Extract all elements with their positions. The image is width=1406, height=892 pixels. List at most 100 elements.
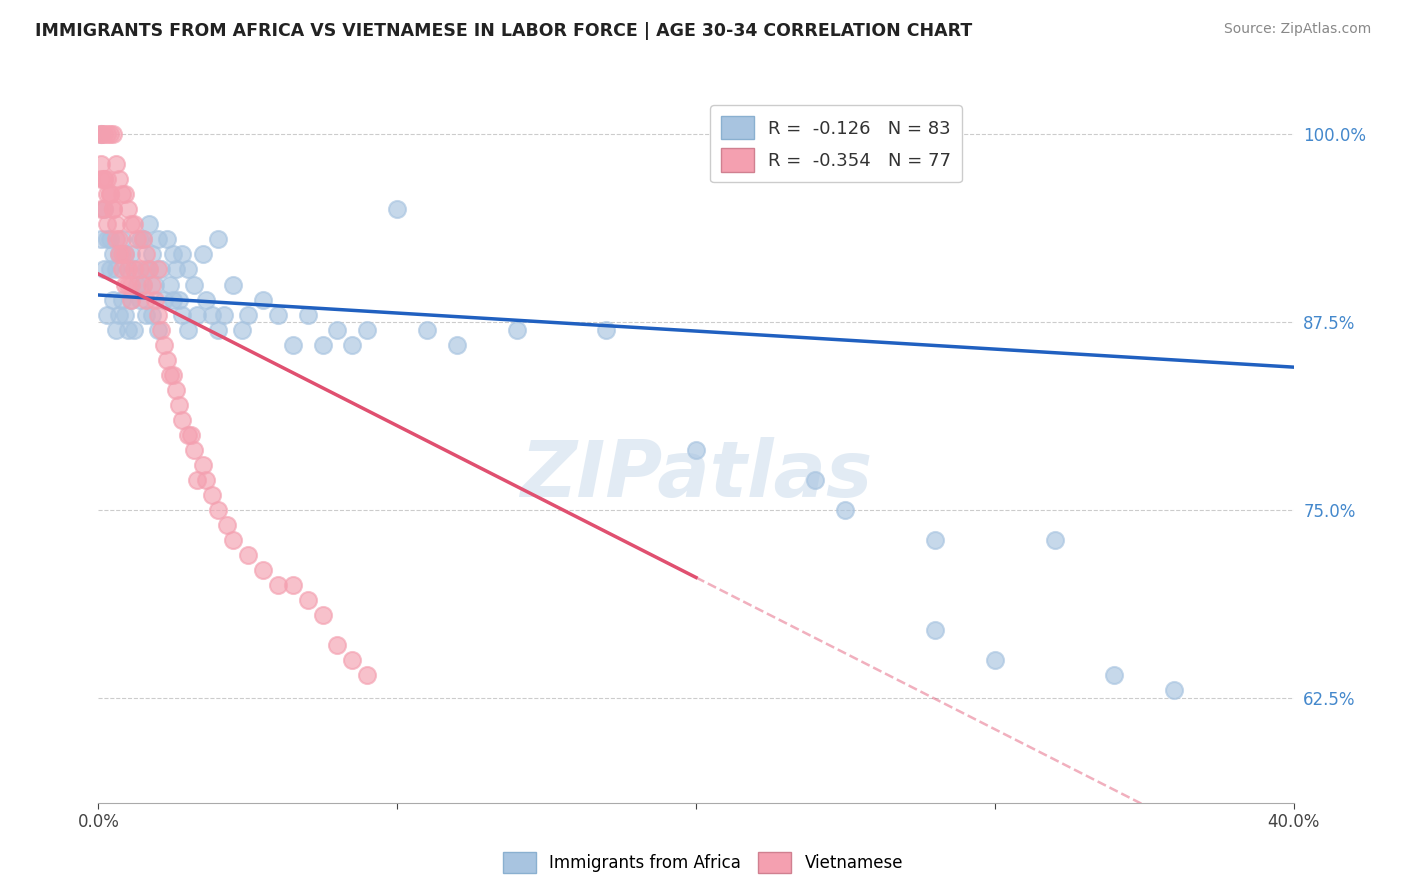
Text: Source: ZipAtlas.com: Source: ZipAtlas.com [1223,22,1371,37]
Point [96,128,118,142]
Point [90,157,112,171]
Point [924,623,946,637]
Point [326,322,349,336]
Point [446,337,468,351]
Point [93,172,115,186]
Point [114,308,136,322]
Point [207,503,229,517]
Point [111,232,134,246]
Point [108,247,131,261]
Point [103,293,125,307]
Point [93,202,115,217]
Point [685,442,707,457]
Point [252,293,274,307]
Point [222,277,245,292]
Point [297,593,319,607]
Point [150,322,173,336]
Point [165,262,187,277]
Point [385,202,409,217]
Point [177,427,200,442]
Point [984,653,1007,667]
Point [103,202,125,217]
Point [105,157,128,171]
Point [162,293,184,307]
Point [120,247,142,261]
Point [186,473,208,487]
Text: IMMIGRANTS FROM AFRICA VS VIETNAMESE IN LABOR FORCE | AGE 30-34 CORRELATION CHAR: IMMIGRANTS FROM AFRICA VS VIETNAMESE IN … [35,22,973,40]
Point [595,322,617,336]
Point [342,337,364,351]
Point [153,293,176,307]
Point [93,172,115,186]
Point [207,232,229,246]
Point [252,563,274,577]
Point [195,473,218,487]
Point [311,607,333,622]
Legend: Immigrants from Africa, Vietnamese: Immigrants from Africa, Vietnamese [496,846,910,880]
Point [222,533,245,547]
Point [141,247,163,261]
Point [207,322,229,336]
Point [143,293,166,307]
Point [117,262,139,277]
Point [162,368,184,382]
Point [356,668,378,682]
Point [108,232,131,246]
Point [138,262,160,277]
Point [132,232,155,246]
Point [186,308,208,322]
Point [132,277,155,292]
Point [165,383,187,397]
Point [201,308,224,322]
Point [201,488,224,502]
Point [141,277,163,292]
Point [212,308,235,322]
Point [120,277,142,292]
Point [111,262,134,277]
Point [326,638,349,652]
Point [127,232,149,246]
Point [236,548,259,562]
Point [117,277,139,292]
Point [135,262,157,277]
Point [108,247,131,261]
Point [129,293,152,307]
Point [96,187,118,202]
Point [135,293,157,307]
Point [143,277,166,292]
Point [98,232,122,246]
Point [98,262,122,277]
Point [281,337,304,351]
Point [124,218,146,232]
Point [117,262,139,277]
Point [834,503,856,517]
Point [103,202,125,217]
Point [111,293,134,307]
Point [148,308,170,322]
Point [90,232,112,246]
Point [138,262,160,277]
Point [311,337,333,351]
Point [506,322,529,336]
Point [98,187,122,202]
Point [172,247,194,261]
Point [156,232,179,246]
Point [297,308,319,322]
Point [114,277,136,292]
Point [1043,533,1066,547]
Point [96,172,118,186]
Point [159,368,181,382]
Point [124,262,146,277]
Point [281,578,304,592]
Point [98,128,122,142]
Point [141,308,163,322]
Point [138,218,160,232]
Point [177,322,200,336]
Point [804,473,827,487]
Point [148,232,170,246]
Point [117,202,139,217]
Point [183,277,205,292]
Point [120,218,142,232]
Point [191,247,214,261]
Point [111,247,134,261]
